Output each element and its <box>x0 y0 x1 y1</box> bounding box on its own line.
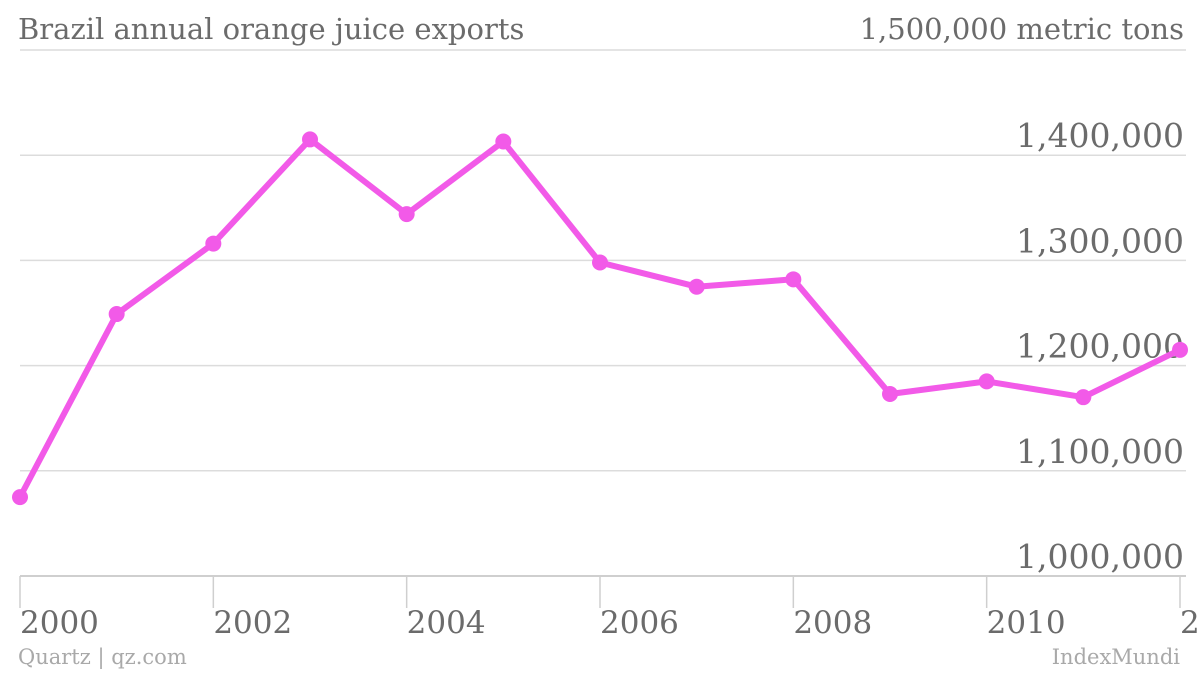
credit-source: Quartz | qz.com <box>18 645 187 669</box>
data-series <box>12 131 1188 506</box>
x-tick-label: 2000 <box>20 605 99 641</box>
chart-title: Brazil annual orange juice exports <box>18 12 525 46</box>
y-axis-unit-label: 1,500,000 metric tons <box>859 12 1184 46</box>
y-tick-label: 1,400,000 <box>1016 116 1184 155</box>
data-point <box>978 373 995 390</box>
data-point <box>882 386 898 403</box>
x-axis-ticks: 2000 2002 2004 2006 2008 2010 2012 <box>19 576 1200 641</box>
data-point <box>688 278 705 295</box>
y-axis-ticks: 1,000,0001,100,0001,200,0001,300,0001,40… <box>1016 116 1184 576</box>
data-point <box>302 131 318 148</box>
data-point <box>785 271 802 288</box>
data-point <box>205 235 222 252</box>
x-tick-label: 2004 <box>407 605 486 641</box>
x-tick-label: 2008 <box>793 605 872 641</box>
data-source: IndexMundi <box>1051 645 1180 669</box>
x-tick-label: 2006 <box>600 605 679 641</box>
data-point <box>1075 389 1092 406</box>
x-tick-label: 2010 <box>987 605 1066 641</box>
y-tick-label: 1,300,000 <box>1016 221 1184 260</box>
x-tick-label: 2012 <box>1180 605 1200 641</box>
gridlines <box>20 49 1186 577</box>
data-point <box>398 206 415 223</box>
y-tick-label: 1,100,000 <box>1016 432 1184 471</box>
data-point <box>1172 341 1188 358</box>
y-tick-label: 1,000,000 <box>1016 537 1184 576</box>
data-point <box>108 306 125 323</box>
x-tick-label: 2002 <box>213 605 292 641</box>
data-point <box>12 489 28 506</box>
data-point <box>495 133 512 150</box>
series-line <box>17 136 1183 501</box>
data-point <box>592 254 608 271</box>
